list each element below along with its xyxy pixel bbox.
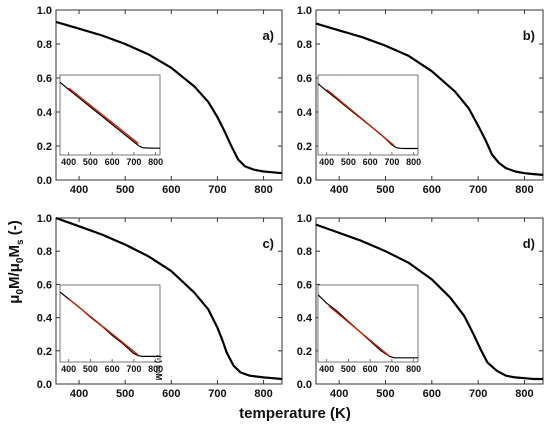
x-tick-label: 800 xyxy=(254,388,272,400)
plot-frame xyxy=(55,217,283,385)
y-tick-label: 0.2 xyxy=(37,346,52,358)
inset-plot: 400 500 600 700 800 xyxy=(59,284,163,374)
y-tick-label: 1.0 xyxy=(297,213,312,225)
y-tick-label: 0.2 xyxy=(297,141,312,153)
x-tick-label: 600 xyxy=(423,184,441,196)
series-line-main xyxy=(55,20,283,175)
inset-x-tick-label: 400 xyxy=(319,364,334,374)
inset-plot: 400 500 600 700 800 xyxy=(317,284,421,374)
inset-x-tick-label: 400 xyxy=(61,157,76,167)
inset-x-tick-label: 700 xyxy=(384,157,399,167)
y-tick-label: 0.2 xyxy=(297,346,312,358)
y-tick-label: 0.8 xyxy=(37,246,52,258)
inset-y-label-fragment: (-) 0.0M xyxy=(154,355,163,381)
x-tick-label: 800 xyxy=(515,388,533,400)
panel-label: b) xyxy=(523,28,535,43)
inset-x-tick-label: 600 xyxy=(363,157,378,167)
y-tick-label: 0.6 xyxy=(37,73,52,85)
inset-x-tick-label: 700 xyxy=(126,157,141,167)
inset-x-tick-label: 800 xyxy=(406,364,421,374)
series-line-main xyxy=(55,216,283,381)
inset-x-tick-label: 600 xyxy=(105,157,120,167)
x-tick-label: 500 xyxy=(376,184,394,196)
y-tick-label: 0.2 xyxy=(37,141,52,153)
y-tick-label: 1.0 xyxy=(37,5,52,17)
x-tick-label: 700 xyxy=(208,184,226,196)
x-tick-label: 800 xyxy=(515,184,533,196)
plot-frame xyxy=(315,9,544,181)
y-tick-label: 0.0 xyxy=(297,379,312,391)
chart-panel-2: 400 500 600 700 800 0.0 0.2 0.4 0.6 0.8 1.0 b) 400 50… xyxy=(297,5,544,196)
x-axis-title: temperature (K) xyxy=(239,405,351,422)
y-tick-label: 0.0 xyxy=(297,175,312,187)
y-tick-label: 1.0 xyxy=(37,213,52,225)
inset-fit-line xyxy=(68,298,139,356)
plot-frame xyxy=(315,217,544,385)
inset-plot: 400 500 600 700 800 xyxy=(317,74,421,167)
chart-panel-3: 400 500 600 700 800 0.0 0.2 0.4 0.6 0.8 1.0 c) 400 50… xyxy=(37,213,283,400)
y-tick-label: 0.6 xyxy=(297,279,312,291)
inset-x-tick-label: 800 xyxy=(406,157,421,167)
y-tick-label: 0.4 xyxy=(37,313,53,325)
inset-x-tick-label: 400 xyxy=(61,364,76,374)
inset-frame xyxy=(317,284,419,363)
inset-measured-line xyxy=(317,294,418,359)
y-tick-label: 0.6 xyxy=(37,279,52,291)
y-tick-label: 0.8 xyxy=(37,39,52,51)
panels: 400 500 600 700 800 0.0 0.2 0.4 0.6 0.8 1.0 a) 400 50… xyxy=(37,5,544,400)
x-tick-label: 500 xyxy=(376,388,394,400)
inset-x-tick-label: 800 xyxy=(148,157,163,167)
inset-x-tick-label: 500 xyxy=(341,157,356,167)
y-tick-label: 0.6 xyxy=(297,73,312,85)
y-tick-label: 0.0 xyxy=(37,175,52,187)
series-line-main xyxy=(315,223,543,381)
inset-plot: 400 500 600 700 800 xyxy=(59,74,163,167)
x-tick-label: 600 xyxy=(162,388,180,400)
x-tick-label: 500 xyxy=(116,184,134,196)
plot-frame xyxy=(55,9,283,181)
x-tick-label: 400 xyxy=(330,184,348,196)
chart-panel-1: 400 500 600 700 800 0.0 0.2 0.4 0.6 0.8 1.0 a) 400 50… xyxy=(37,5,283,196)
x-tick-label: 700 xyxy=(469,184,487,196)
panel-label: a) xyxy=(262,28,274,43)
inset-x-tick-label: 600 xyxy=(363,364,378,374)
y-tick-label: 0.0 xyxy=(37,379,52,391)
inset-x-tick-label: 500 xyxy=(83,157,98,167)
y-tick-label: 0.8 xyxy=(297,39,312,51)
panel-label: d) xyxy=(523,236,535,251)
y-tick-label: 0.4 xyxy=(297,313,313,325)
x-tick-label: 400 xyxy=(70,388,88,400)
inset-x-tick-label: 500 xyxy=(83,364,98,374)
inset-frame xyxy=(59,74,161,156)
inset-fit-line xyxy=(326,88,395,147)
inset-fit-line xyxy=(328,305,391,357)
x-tick-label: 400 xyxy=(70,184,88,196)
x-tick-label: 500 xyxy=(116,388,134,400)
series-line-main xyxy=(315,22,544,176)
inset-x-tick-label: 400 xyxy=(319,157,334,167)
inset-x-tick-label: 700 xyxy=(384,364,399,374)
inset-frame xyxy=(317,74,419,156)
inset-frame xyxy=(59,284,161,363)
x-tick-label: 700 xyxy=(208,388,226,400)
y-tick-label: 1.0 xyxy=(297,5,312,17)
inset-x-tick-label: 800 xyxy=(148,364,163,374)
inset-x-tick-label: 500 xyxy=(341,364,356,374)
chart-panel-4: 400 500 600 700 800 0.0 0.2 0.4 0.6 0.8 1.0 d) 400 50… xyxy=(297,213,544,400)
x-tick-label: 400 xyxy=(330,388,348,400)
y-tick-label: 0.8 xyxy=(297,246,312,258)
panel-label: c) xyxy=(262,236,274,251)
inset-measured-line xyxy=(59,81,160,149)
x-tick-label: 700 xyxy=(469,388,487,400)
x-tick-label: 600 xyxy=(423,388,441,400)
inset-fit-line xyxy=(68,87,139,144)
y-tick-label: 0.4 xyxy=(297,107,313,119)
x-tick-label: 600 xyxy=(162,184,180,196)
inset-x-tick-label: 600 xyxy=(105,364,120,374)
y-axis-title: μ0M/μ0Ms (-) xyxy=(6,220,26,303)
x-tick-label: 800 xyxy=(254,184,272,196)
inset-x-tick-label: 700 xyxy=(126,364,141,374)
y-tick-label: 0.4 xyxy=(37,107,53,119)
